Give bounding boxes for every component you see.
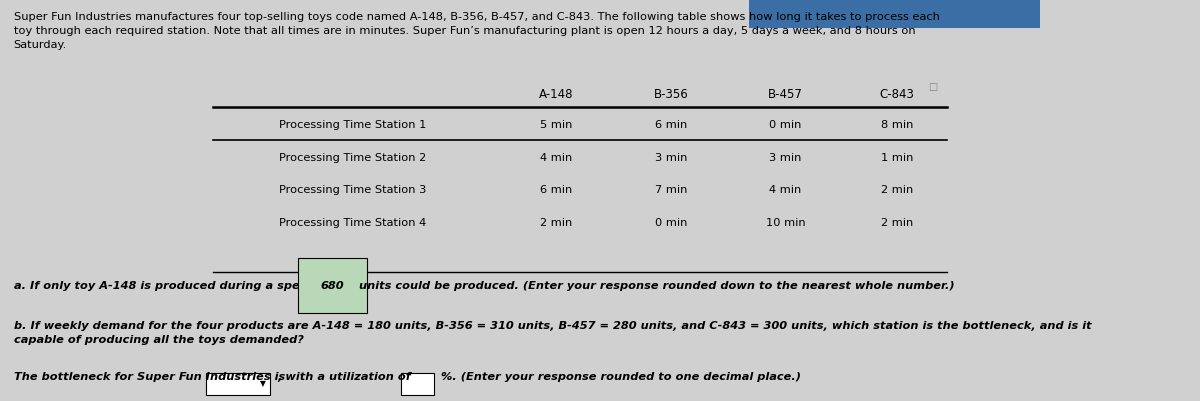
Text: Super Fun Industries manufactures four top-selling toys code named A-148, B-356,: Super Fun Industries manufactures four t…: [13, 12, 940, 50]
Text: Processing Time Station 2: Processing Time Station 2: [280, 153, 426, 162]
Text: 2 min: 2 min: [540, 219, 572, 228]
Text: units could be produced. (Enter your response rounded down to the nearest whole : units could be produced. (Enter your res…: [355, 281, 954, 291]
Text: 0 min: 0 min: [655, 219, 688, 228]
Text: a. If only toy A-148 is produced during a specific week,: a. If only toy A-148 is produced during …: [13, 281, 372, 291]
FancyBboxPatch shape: [206, 373, 270, 395]
Text: 0 min: 0 min: [769, 120, 802, 130]
Text: 680: 680: [320, 281, 344, 291]
Text: , with a utilization of: , with a utilization of: [277, 372, 415, 382]
Text: b. If weekly demand for the four products are A-148 = 180 units, B-356 = 310 uni: b. If weekly demand for the four product…: [13, 321, 1091, 345]
Text: The bottleneck for Super Fun Industries is: The bottleneck for Super Fun Industries …: [13, 372, 289, 382]
Text: A-148: A-148: [539, 88, 574, 101]
Text: 5 min: 5 min: [540, 120, 572, 130]
Text: 2 min: 2 min: [881, 186, 913, 195]
Text: 4 min: 4 min: [769, 186, 802, 195]
FancyBboxPatch shape: [401, 373, 433, 395]
Text: Processing Time Station 3: Processing Time Station 3: [280, 186, 426, 195]
Text: B-356: B-356: [654, 88, 689, 101]
Text: 6 min: 6 min: [655, 120, 688, 130]
Text: Processing Time Station 4: Processing Time Station 4: [280, 219, 426, 228]
Text: %. (Enter your response rounded to one decimal place.): %. (Enter your response rounded to one d…: [442, 372, 802, 382]
Text: 4 min: 4 min: [540, 153, 572, 162]
Text: 6 min: 6 min: [540, 186, 572, 195]
Text: B-457: B-457: [768, 88, 803, 101]
Text: 8 min: 8 min: [881, 120, 913, 130]
Text: Processing Time Station 1: Processing Time Station 1: [280, 120, 426, 130]
Text: 10 min: 10 min: [766, 219, 805, 228]
Text: □: □: [929, 83, 937, 92]
Text: 1 min: 1 min: [881, 153, 913, 162]
Text: 7 min: 7 min: [655, 186, 688, 195]
Text: C-843: C-843: [880, 88, 914, 101]
Text: 3 min: 3 min: [769, 153, 802, 162]
Text: 3 min: 3 min: [655, 153, 688, 162]
Text: ▼: ▼: [260, 379, 266, 389]
Text: 2 min: 2 min: [881, 219, 913, 228]
FancyBboxPatch shape: [749, 0, 1040, 28]
